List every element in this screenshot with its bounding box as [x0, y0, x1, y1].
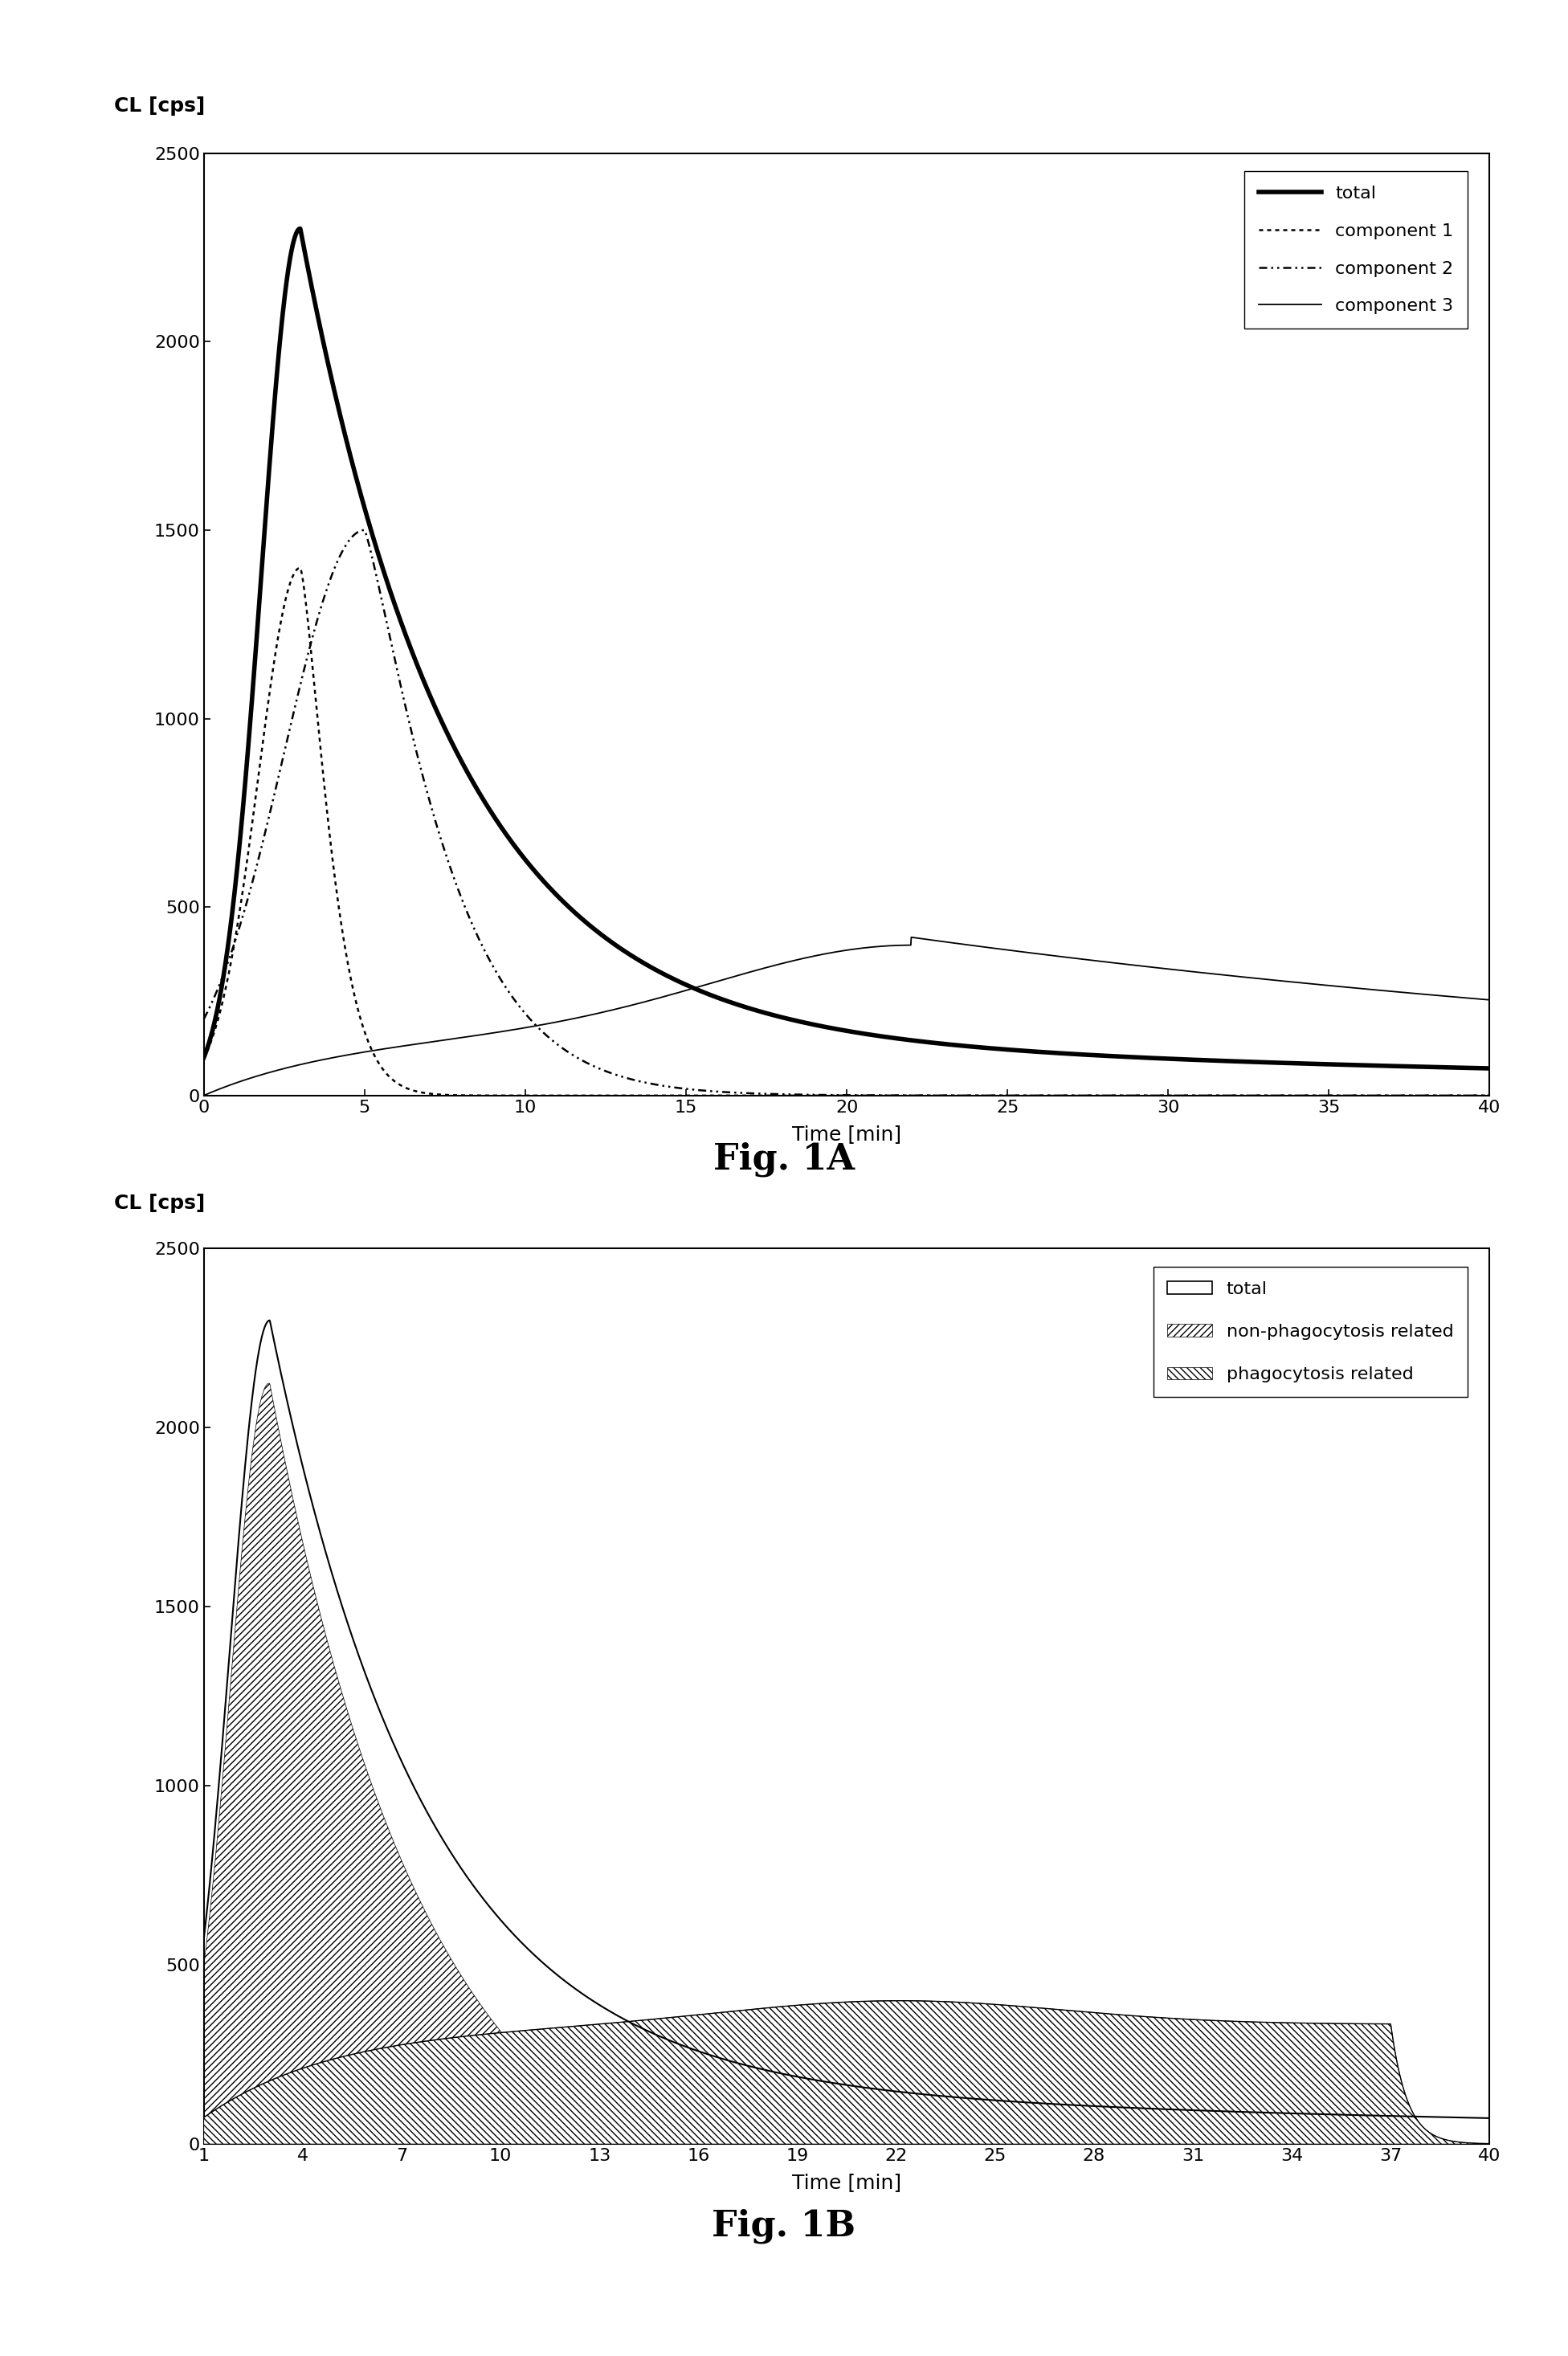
component 2 [1455, 1081, 1474, 1110]
total [194, 1044, 213, 1072]
total [1317, 1051, 1336, 1079]
total [290, 214, 309, 243]
Text: Fig. 1B: Fig. 1B [712, 2210, 856, 2243]
component 1 [743, 1081, 762, 1110]
component 3 [1480, 985, 1499, 1013]
X-axis label: Time [min]: Time [min] [792, 2172, 902, 2191]
Line: total: total [204, 229, 1490, 1067]
component 3 [687, 973, 706, 1001]
component 3 [902, 924, 920, 952]
component 3 [1317, 971, 1336, 999]
component 2 [688, 1077, 707, 1105]
total [743, 994, 762, 1023]
component 1 [417, 1079, 436, 1107]
component 1 [1317, 1081, 1336, 1110]
component 3 [194, 1081, 213, 1110]
Legend: total, component 1, component 2, component 3: total, component 1, component 2, compone… [1245, 172, 1468, 327]
Legend: total, non-phagocytosis related, phagocytosis related: total, non-phagocytosis related, phagocy… [1152, 1268, 1468, 1397]
component 3 [417, 1030, 436, 1058]
component 1 [1480, 1081, 1499, 1110]
Text: CL [cps]: CL [cps] [114, 97, 205, 115]
component 3 [743, 957, 762, 985]
component 3 [1455, 985, 1474, 1013]
Text: Fig. 1A: Fig. 1A [713, 1143, 855, 1176]
Line: component 2: component 2 [204, 530, 1490, 1096]
component 2 [342, 525, 361, 554]
total [1455, 1053, 1474, 1081]
component 2 [743, 1079, 762, 1107]
total [342, 443, 361, 471]
component 3 [342, 1041, 361, 1070]
component 1 [342, 966, 361, 994]
Text: CL [cps]: CL [cps] [114, 1194, 205, 1213]
total [1480, 1053, 1499, 1081]
component 2 [1317, 1081, 1336, 1110]
component 1 [290, 554, 309, 582]
component 2 [417, 777, 436, 806]
component 1 [194, 1044, 213, 1072]
Line: component 3: component 3 [204, 938, 1490, 1096]
component 2 [354, 516, 373, 544]
component 1 [1455, 1081, 1474, 1110]
component 2 [194, 1006, 213, 1034]
total [688, 975, 707, 1004]
component 2 [1480, 1081, 1499, 1110]
X-axis label: Time [min]: Time [min] [792, 1124, 902, 1143]
total [417, 676, 436, 704]
component 1 [688, 1081, 707, 1110]
Line: component 1: component 1 [204, 568, 1490, 1096]
